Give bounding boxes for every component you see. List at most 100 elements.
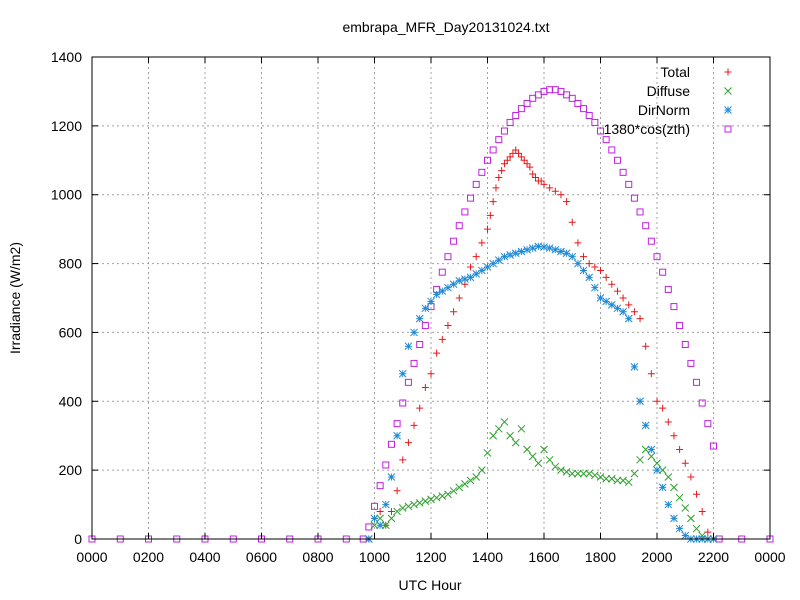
data-point xyxy=(602,273,610,281)
data-point xyxy=(641,445,650,454)
data-point xyxy=(495,174,503,181)
data-point xyxy=(613,287,621,295)
data-point xyxy=(421,304,430,313)
legend-label: 1380*cos(zth) xyxy=(604,121,690,137)
data-point xyxy=(387,473,396,481)
data-point xyxy=(540,180,548,188)
data-point xyxy=(658,466,667,474)
data-point xyxy=(492,184,500,192)
data-point xyxy=(455,276,464,285)
y-tick-label: 1000 xyxy=(51,187,82,203)
data-point xyxy=(681,340,689,348)
data-point xyxy=(444,283,452,292)
legend-label: Diffuse xyxy=(647,83,691,99)
data-point xyxy=(438,492,447,500)
data-point xyxy=(585,112,593,120)
data-point xyxy=(710,442,717,450)
data-point xyxy=(517,424,526,433)
data-point xyxy=(477,466,486,474)
data-point xyxy=(517,105,525,113)
data-point xyxy=(461,208,469,216)
y-tick-label: 1400 xyxy=(51,49,82,65)
data-point xyxy=(613,304,622,313)
data-point xyxy=(664,418,672,426)
data-point xyxy=(590,471,599,480)
data-point xyxy=(432,290,441,299)
y-tick-label: 400 xyxy=(59,393,83,409)
data-point xyxy=(590,283,599,292)
data-point xyxy=(681,504,690,512)
data-point xyxy=(579,469,588,478)
data-point xyxy=(636,455,644,464)
data-point xyxy=(410,328,418,337)
data-point xyxy=(675,493,684,502)
data-point xyxy=(421,497,430,505)
data-point xyxy=(664,473,673,481)
data-point xyxy=(444,322,452,330)
data-point xyxy=(597,266,604,274)
legend-label: DirNorm xyxy=(638,102,690,118)
data-point xyxy=(636,397,644,406)
data-point xyxy=(580,253,588,261)
series-dirnorm xyxy=(364,242,718,543)
data-point xyxy=(546,184,554,192)
data-point xyxy=(387,440,395,448)
data-point xyxy=(472,180,480,188)
data-point xyxy=(591,263,599,271)
y-tick-label: 200 xyxy=(59,462,83,478)
data-point xyxy=(461,480,469,488)
data-point xyxy=(461,275,469,283)
data-point xyxy=(506,251,514,259)
data-point xyxy=(647,445,656,454)
data-point xyxy=(534,459,543,468)
data-point xyxy=(619,168,627,176)
data-point xyxy=(647,370,655,378)
data-point xyxy=(568,252,577,261)
y-axis-label: Irradiance (W/m2) xyxy=(7,242,23,354)
data-point xyxy=(393,420,401,428)
data-point xyxy=(681,531,690,540)
data-point xyxy=(676,322,684,330)
data-point xyxy=(562,249,571,258)
data-point xyxy=(630,194,638,202)
data-point xyxy=(574,239,582,247)
data-point xyxy=(478,239,486,247)
data-point xyxy=(455,294,463,302)
data-point xyxy=(444,490,452,499)
data-point xyxy=(404,502,413,511)
data-point xyxy=(670,303,678,311)
data-point xyxy=(585,273,594,282)
data-point xyxy=(376,507,384,515)
data-point xyxy=(585,469,594,478)
data-point xyxy=(455,222,463,230)
data-point xyxy=(624,478,633,487)
data-point xyxy=(523,445,531,454)
data-point xyxy=(416,404,424,412)
data-point xyxy=(472,253,480,261)
data-point xyxy=(478,168,486,176)
data-point xyxy=(596,473,605,481)
data-point xyxy=(551,187,559,195)
data-point xyxy=(376,521,385,530)
data-point xyxy=(540,243,548,251)
data-point xyxy=(506,118,514,126)
data-point xyxy=(624,314,633,323)
data-point xyxy=(506,431,514,440)
data-point xyxy=(653,253,661,261)
data-point xyxy=(670,514,678,523)
data-point xyxy=(449,280,458,289)
data-point xyxy=(500,418,509,426)
data-point xyxy=(484,156,491,164)
legend-marker xyxy=(724,106,732,114)
data-point xyxy=(636,315,644,323)
data-point xyxy=(376,514,385,523)
x-tick-label: 0200 xyxy=(133,549,164,565)
data-point xyxy=(404,342,413,351)
data-point xyxy=(523,99,531,107)
data-point xyxy=(371,502,378,510)
data-point xyxy=(551,462,560,471)
data-point xyxy=(653,397,661,405)
data-point xyxy=(415,498,424,507)
data-point xyxy=(477,266,486,275)
